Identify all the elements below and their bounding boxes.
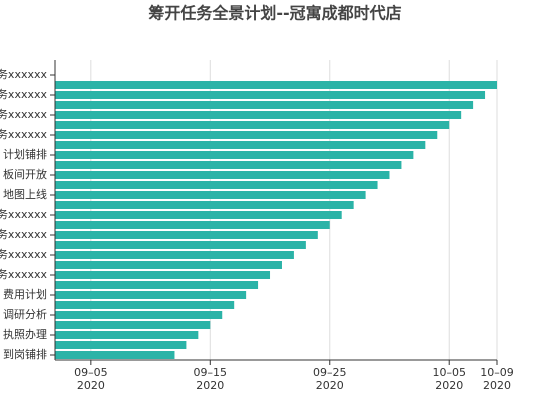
bar	[55, 161, 402, 169]
y-tick-label: 到岗铺排	[3, 347, 47, 361]
y-tick-label: 计划铺排	[3, 147, 47, 161]
bar	[55, 171, 390, 179]
y-tick-label: 执照办理	[3, 327, 47, 341]
bar	[55, 271, 271, 279]
x-tick-label: 10–05 2020	[432, 366, 466, 392]
y-tick-label: 务xxxxxx	[0, 68, 47, 81]
bar	[55, 251, 294, 259]
y-tick-label: 务xxxxxx	[0, 108, 47, 121]
bar	[55, 111, 462, 119]
bar	[55, 151, 414, 159]
y-tick-label: 调研分析	[3, 307, 47, 321]
y-tick-label: 务xxxxxx	[0, 248, 47, 261]
bar	[55, 331, 199, 339]
bar	[55, 141, 426, 149]
bar	[55, 131, 438, 139]
x-tick-label: 10–09 2020	[480, 366, 514, 392]
y-tick-label: 费用计划	[3, 288, 47, 301]
x-tick-label: 09–05 2020	[74, 366, 108, 392]
bar	[55, 321, 211, 329]
bar	[55, 291, 247, 299]
y-tick-label: 务xxxxxx	[0, 128, 47, 141]
y-tick-label: 务xxxxxx	[0, 208, 47, 221]
y-tick-label: 务xxxxxx	[0, 228, 47, 241]
bar	[55, 241, 306, 249]
bar	[55, 311, 223, 319]
bar	[55, 91, 486, 99]
bar	[55, 301, 235, 309]
bar	[55, 231, 318, 239]
bar	[55, 261, 282, 269]
bar	[55, 121, 450, 129]
y-tick-label: 地图上线	[3, 187, 47, 201]
bar	[55, 221, 330, 229]
bar	[55, 341, 187, 349]
bar	[55, 81, 497, 89]
bar	[55, 281, 259, 289]
bar	[55, 191, 366, 199]
x-tick-label: 09–25 2020	[313, 366, 347, 392]
bar	[55, 211, 342, 219]
x-tick-label: 09–15 2020	[194, 366, 228, 392]
y-tick-label: 务xxxxxx	[0, 88, 47, 101]
bar	[55, 201, 354, 209]
chart-title: 筹开任务全景计划--冠寓成都时代店	[148, 4, 401, 23]
bar	[55, 101, 474, 109]
y-tick-label: 板间开放	[3, 167, 47, 181]
y-tick-label: 务xxxxxx	[0, 268, 47, 281]
bar	[55, 351, 175, 359]
bar	[55, 181, 378, 189]
